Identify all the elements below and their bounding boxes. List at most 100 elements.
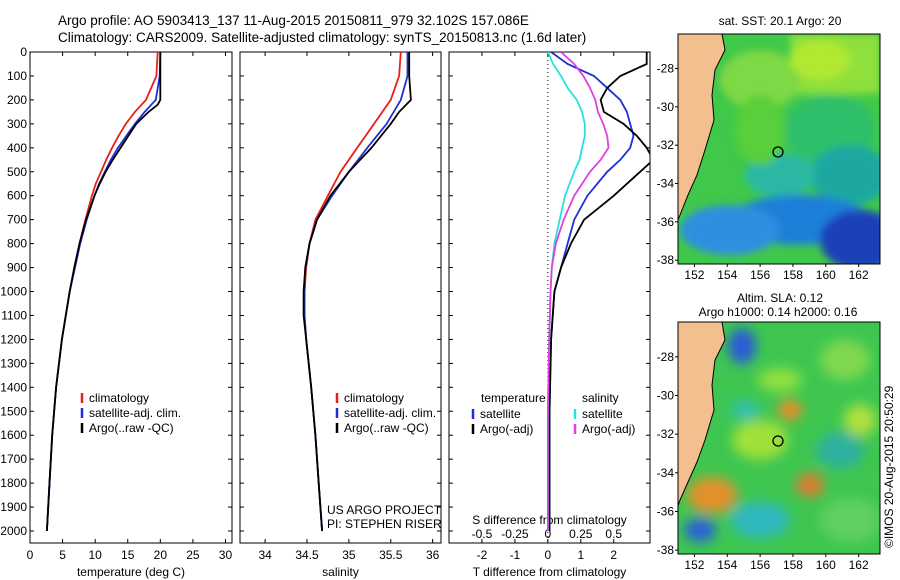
series-line-satellite-adj-clim- [303, 52, 409, 532]
x-axis-label: T difference from climatology [473, 565, 627, 579]
x-tick-label-salinity: -0.25 [501, 527, 529, 541]
x-tick-label: 0 [27, 548, 34, 562]
legend-label: Argo(..raw -QC) [344, 421, 429, 435]
map-y-tick-label: -28 [657, 350, 675, 364]
map-y-tick-label: -34 [657, 466, 675, 480]
credit-label: ©IMOS 20-Aug-2015 20:50:29 [882, 385, 896, 548]
x-tick-label: 25 [186, 548, 200, 562]
x-tick-label: 35.5 [379, 548, 403, 562]
x-tick-label: 35 [342, 548, 356, 562]
y-tick-label: 100 [7, 69, 27, 83]
x-tick-label: -1 [510, 548, 521, 562]
x-tick-label-salinity: 0 [545, 527, 552, 541]
map-x-tick-label: 162 [849, 558, 869, 572]
map-x-tick-label: 162 [849, 268, 869, 282]
y-tick-label: 1700 [0, 452, 27, 466]
map-y-tick-label: -38 [657, 253, 675, 267]
map-y-tick-label: -34 [657, 177, 675, 191]
map-y-tick-label: -30 [657, 388, 675, 402]
series-line-satellite-adj-clim- [46, 52, 162, 532]
legend-label: Argo(..raw -QC) [89, 421, 174, 435]
legend-label: Argo(-adj) [582, 422, 635, 436]
series-line-climatology [46, 52, 159, 532]
sst-map-axes: 152 154 156 158 160 162 -28 -30 -32 -34 -36 -38 [657, 62, 869, 283]
sst-map-frame [677, 33, 881, 265]
y-tick-label: 1900 [0, 500, 27, 514]
profile-panels: 0100200300400500600700800900100011001200… [0, 45, 651, 579]
map-x-tick-label: 156 [750, 268, 770, 282]
x-tick-label-salinity: 0.25 [569, 527, 593, 541]
map-x-tick-label: 160 [816, 268, 836, 282]
y-tick-label: 700 [7, 213, 27, 227]
map-x-tick-label: 152 [684, 558, 704, 572]
map-y-tick-label: -30 [657, 100, 675, 114]
figure-title-line2: Climatology: CARS2009. Satellite-adjuste… [58, 30, 586, 45]
series-line-argo-adj- [547, 52, 610, 531]
map-x-tick-label: 152 [684, 268, 704, 282]
y-tick-label: 1000 [0, 285, 27, 299]
y-tick-label: 2000 [0, 524, 27, 538]
y-tick-label: 0 [20, 45, 27, 59]
legend-label: satellite [480, 407, 521, 421]
map-x-tick-label: 154 [717, 558, 737, 572]
series-line-argo-adj- [548, 52, 650, 531]
legend-label: Argo(-adj) [480, 422, 533, 436]
x-tick-label: 1 [577, 548, 584, 562]
map-x-tick-label: 154 [717, 268, 737, 282]
x-tick-label: 30 [219, 548, 233, 562]
y-tick-label: 600 [7, 189, 27, 203]
x-tick-label: 0 [545, 548, 552, 562]
y-tick-label: 300 [7, 117, 27, 131]
x-tick-label: 34 [258, 548, 272, 562]
map-y-tick-label: -36 [657, 504, 675, 518]
legend-label: satellite-adj. clim. [89, 406, 181, 420]
series-line-argo-raw-qc- [46, 52, 162, 532]
x-tick-label: 20 [154, 548, 168, 562]
x-axis-label: salinity [322, 565, 359, 579]
legend-label: satellite [582, 407, 623, 421]
legend-label: climatology [344, 391, 404, 405]
sst-map-field [678, 34, 880, 264]
series-line-satellite [547, 52, 586, 531]
y-tick-label: 200 [7, 93, 27, 107]
legend-header-temperature: temperature [481, 391, 546, 405]
sla-map-title: Altim. SLA: 0.12 [737, 291, 823, 305]
project-label: US ARGO PROJECT [327, 503, 442, 517]
map-y-tick-label: -32 [657, 427, 675, 441]
y-tick-label: 500 [7, 165, 27, 179]
panel-frame-difference [448, 51, 651, 544]
sla-map-frame [677, 321, 881, 555]
legend-label: satellite-adj. clim. [344, 406, 436, 420]
y-tick-label: 1500 [0, 404, 27, 418]
series-line-argo-raw-qc- [302, 52, 412, 532]
y-tick-label: 1100 [1, 308, 27, 322]
panel-frame-salinity [239, 51, 442, 544]
y-tick-label: 1300 [0, 356, 27, 370]
sla-float-marker [772, 435, 784, 447]
map-y-tick-label: -28 [657, 62, 675, 76]
panel-frame-temperature [29, 51, 233, 544]
x-tick-label: 34.5 [295, 548, 319, 562]
sla-map-subtitle: Argo h1000: 0.14 h2000: 0.16 [699, 305, 858, 319]
legend-header-salinity: salinity [582, 391, 619, 405]
map-y-tick-label: -36 [657, 215, 675, 229]
map-y-tick-label: -38 [657, 543, 675, 557]
x-tick-label: 5 [59, 548, 66, 562]
map-x-tick-label: 156 [750, 558, 770, 572]
y-tick-label: 400 [7, 141, 27, 155]
figure-title-line1: Argo profile: AO 5903413_137 11-Aug-2015… [58, 13, 529, 28]
x-tick-label-salinity: 0.5 [605, 527, 622, 541]
pi-label: PI: STEPHEN RISER [327, 517, 442, 531]
x-tick-label: 2 [610, 548, 617, 562]
series-line-satellite [548, 52, 635, 531]
sst-map-title: sat. SST: 20.1 Argo: 20 [719, 14, 842, 28]
sst-float-marker [772, 146, 784, 158]
y-tick-label: 800 [7, 237, 27, 251]
y-tick-label: 1600 [0, 428, 27, 442]
map-x-tick-label: 158 [783, 268, 803, 282]
x-axis-label: temperature (deg C) [77, 565, 185, 579]
x-tick-label: 36 [426, 548, 440, 562]
legend-label: climatology [89, 391, 149, 405]
y-tick-label: 1800 [0, 476, 27, 490]
